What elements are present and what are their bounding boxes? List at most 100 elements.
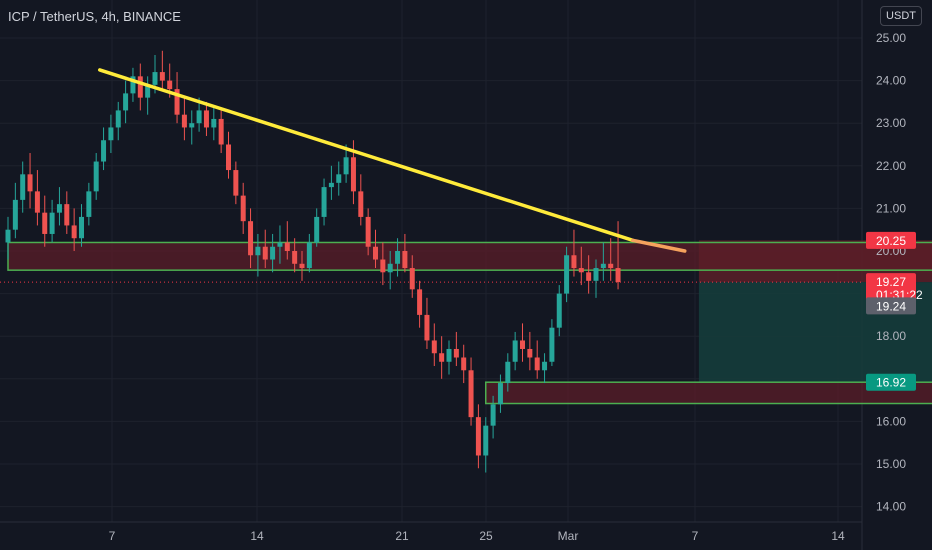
candle-body xyxy=(549,327,555,362)
candle-body xyxy=(181,114,187,128)
candle-body xyxy=(365,216,371,247)
candle-body xyxy=(108,127,114,141)
candle-body xyxy=(586,272,592,281)
candle-body xyxy=(277,242,283,247)
x-tick-label: 14 xyxy=(250,529,264,543)
candle-body xyxy=(86,191,92,217)
candle-body xyxy=(123,93,129,111)
symbol-title: ICP / TetherUS, 4h, BINANCE xyxy=(8,9,181,24)
candle-body xyxy=(248,221,254,256)
candle-body xyxy=(71,225,77,239)
candle-body xyxy=(145,84,151,98)
candle-body xyxy=(520,340,525,349)
candle-body xyxy=(292,251,298,264)
y-tick-label: 15.00 xyxy=(876,457,906,471)
candle-body xyxy=(542,361,548,371)
x-tick-label: 14 xyxy=(831,529,845,543)
candle-body xyxy=(42,212,48,234)
prev-close-label: 19.24 xyxy=(876,299,906,313)
candle-body xyxy=(211,118,217,128)
candle-body xyxy=(233,170,239,196)
target-price-label: 16.92 xyxy=(876,376,906,390)
candle-body xyxy=(12,199,18,230)
candle-body xyxy=(564,255,570,294)
candle-body xyxy=(299,263,305,269)
y-tick-label: 22.00 xyxy=(876,159,906,173)
candle-body xyxy=(306,242,312,269)
candle-body xyxy=(255,246,261,256)
stop-price-label: 20.25 xyxy=(876,234,906,248)
x-tick-label: 25 xyxy=(479,529,493,543)
candle-body xyxy=(505,361,511,384)
candle-body xyxy=(380,259,386,273)
candle-body xyxy=(174,89,180,115)
candle-body xyxy=(424,314,430,341)
candle-body xyxy=(600,263,606,269)
candle-body xyxy=(240,195,246,222)
y-tick-label: 16.00 xyxy=(876,414,906,428)
candle-body xyxy=(358,191,364,217)
candle-body xyxy=(262,246,268,260)
trendline-extension xyxy=(631,238,687,253)
candle-body xyxy=(417,289,423,315)
candle-body xyxy=(431,340,437,354)
candle-body xyxy=(446,348,452,362)
last-price-label-box xyxy=(866,273,916,304)
candle-body xyxy=(475,417,481,456)
y-tick-label: 23.00 xyxy=(876,116,906,130)
stop-price-label-box xyxy=(866,231,916,249)
candle-body xyxy=(203,110,209,128)
candle-body xyxy=(483,425,489,456)
candle-body xyxy=(321,187,327,217)
y-tick-label: 21.00 xyxy=(876,201,906,215)
candle-body xyxy=(314,216,320,243)
candle-body xyxy=(402,251,408,269)
candle-body xyxy=(20,174,26,200)
candle-body xyxy=(49,212,55,234)
candle-body xyxy=(373,246,378,260)
candle-body xyxy=(527,348,533,358)
currency-button[interactable]: USDT xyxy=(880,6,922,26)
candle-body xyxy=(115,110,121,128)
trendline xyxy=(98,68,635,243)
candle-body xyxy=(336,174,342,183)
upper-resistance-zone xyxy=(7,241,932,271)
candle-body xyxy=(79,216,84,239)
candle-body xyxy=(343,157,349,175)
candle-body xyxy=(56,204,62,213)
candle-body xyxy=(27,174,33,192)
candle-body xyxy=(270,246,276,260)
candle-body xyxy=(101,140,107,162)
candle-body xyxy=(34,191,40,213)
prev-close-label-box xyxy=(866,297,916,315)
x-tick-label: 7 xyxy=(692,529,699,543)
candle-body xyxy=(439,353,445,362)
x-tick-label: 7 xyxy=(109,529,116,543)
candle-body xyxy=(93,161,99,192)
candle-body xyxy=(387,263,393,273)
candle-body xyxy=(461,357,467,371)
candle-body xyxy=(497,383,503,405)
candle-body xyxy=(534,357,540,371)
y-tick-label: 18.00 xyxy=(876,329,906,343)
candle-body xyxy=(350,157,356,192)
candle-body xyxy=(556,293,562,328)
y-tick-label: 24.00 xyxy=(876,74,906,88)
candle-body xyxy=(593,268,599,281)
candle-body xyxy=(167,80,173,90)
candle-body xyxy=(137,76,143,98)
candle-body xyxy=(608,263,614,269)
candle-body xyxy=(284,242,290,251)
candle-body xyxy=(152,72,158,85)
x-tick-label: Mar xyxy=(558,529,579,543)
y-tick-label: 14.00 xyxy=(876,500,906,514)
last-price-label: 19.27 xyxy=(876,275,906,289)
y-tick-label: 25.00 xyxy=(876,31,906,45)
candle-body xyxy=(468,370,474,418)
candle-body xyxy=(395,251,401,264)
candle-body xyxy=(5,229,11,243)
candle-body xyxy=(159,72,165,81)
candle-body xyxy=(512,340,518,362)
x-tick-label: 21 xyxy=(395,529,409,543)
